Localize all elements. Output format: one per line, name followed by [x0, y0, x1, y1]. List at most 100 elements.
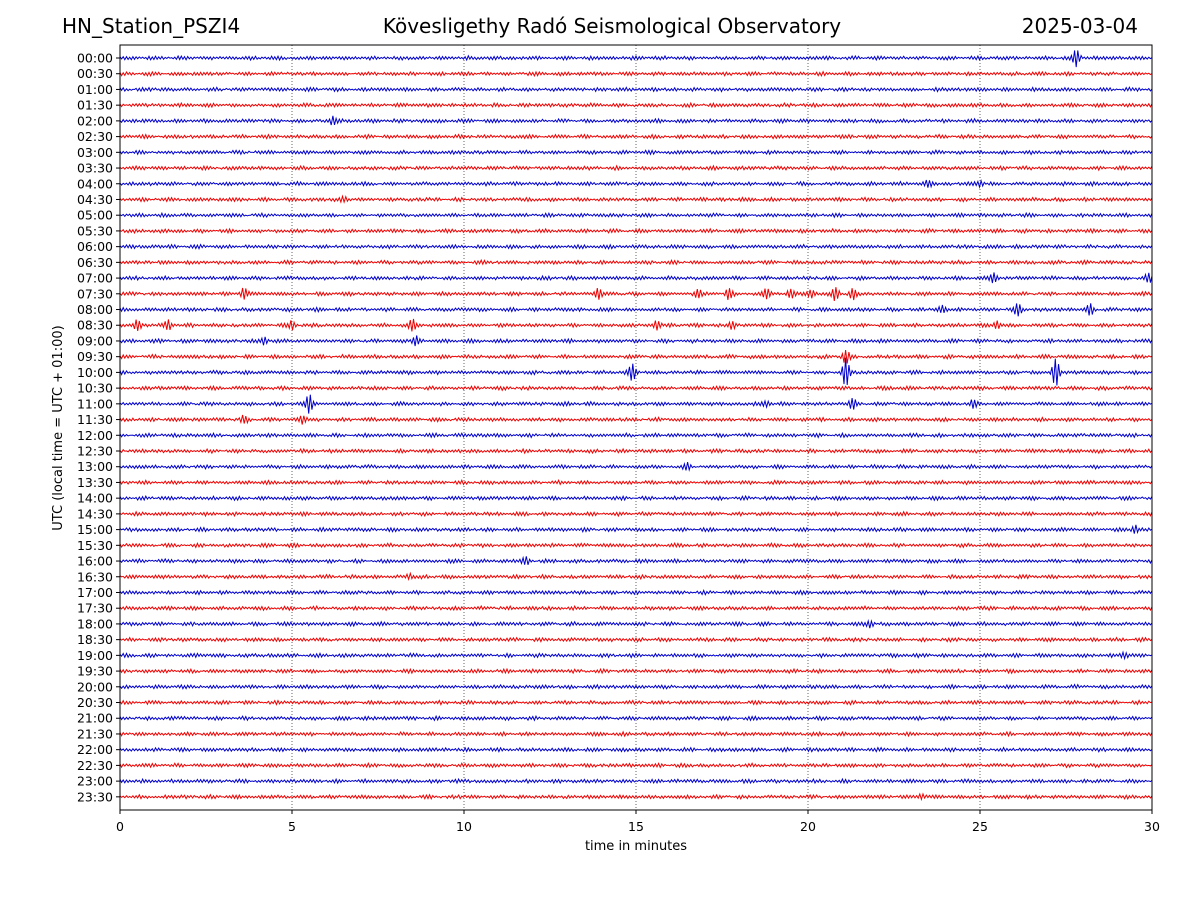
y-tick-label: 01:30 — [77, 98, 113, 113]
y-tick-label: 16:00 — [77, 554, 113, 569]
y-tick-label: 08:00 — [77, 302, 113, 317]
x-tick-label: 30 — [1144, 819, 1160, 834]
y-tick-label: 09:30 — [77, 349, 113, 364]
y-tick-label: 10:30 — [77, 381, 113, 396]
x-tick-label: 15 — [628, 819, 644, 834]
y-tick-label: 19:00 — [77, 648, 113, 663]
y-tick-label: 18:00 — [77, 616, 113, 631]
y-tick-label: 10:00 — [77, 365, 113, 380]
y-tick-label: 11:00 — [77, 396, 113, 411]
y-tick-label: 14:00 — [77, 491, 113, 506]
trace-1100 — [119, 394, 1153, 414]
trace-1230 — [119, 447, 1153, 455]
y-tick-label: 05:30 — [77, 223, 113, 238]
trace-1200 — [119, 431, 1153, 439]
trace-0430 — [119, 194, 1153, 204]
trace-1330 — [119, 479, 1153, 486]
trace-0500 — [119, 211, 1153, 219]
trace-1930 — [119, 667, 1153, 675]
y-tick-label: 00:00 — [77, 51, 113, 66]
trace-1430 — [119, 510, 1153, 518]
x-axis-label: time in minutes — [585, 839, 687, 854]
y-tick-label: 16:30 — [77, 569, 113, 584]
trace-2300 — [119, 777, 1153, 785]
trace-1900 — [119, 650, 1153, 661]
trace-0230 — [119, 133, 1153, 140]
y-tick-label: 03:30 — [77, 161, 113, 176]
trace-1730 — [119, 604, 1153, 612]
trace-2330 — [119, 792, 1153, 802]
trace-1130 — [119, 414, 1153, 425]
y-tick-label: 06:30 — [77, 255, 113, 270]
y-tick-label: 17:00 — [77, 585, 113, 600]
trace-0300 — [119, 149, 1153, 156]
y-tick-label: 02:30 — [77, 129, 113, 144]
trace-1600 — [119, 555, 1153, 565]
trace-0330 — [119, 164, 1153, 172]
x-axis: 0 5 10 15 20 25 30 — [116, 810, 1160, 834]
trace-0900 — [119, 335, 1153, 347]
y-tick-label: 04:00 — [77, 176, 113, 191]
trace-0630 — [119, 258, 1153, 266]
trace-0730 — [119, 287, 1153, 301]
y-tick-label: 09:00 — [77, 333, 113, 348]
trace-1300 — [119, 461, 1153, 472]
trace-0200 — [119, 115, 1153, 126]
trace-1800 — [119, 619, 1153, 629]
y-tick-label: 18:30 — [77, 632, 113, 647]
trace-2230 — [119, 762, 1153, 769]
trace-2100 — [119, 714, 1153, 722]
y-tick-label: 21:00 — [77, 711, 113, 726]
y-tick-label: 15:00 — [77, 522, 113, 537]
y-tick-label: 11:30 — [77, 412, 113, 427]
y-tick-label: 20:30 — [77, 695, 113, 710]
y-tick-label: 23:30 — [77, 789, 113, 804]
x-tick-label: 10 — [456, 819, 472, 834]
trace-2030 — [119, 699, 1153, 706]
x-tick-label: 25 — [972, 819, 988, 834]
grid-layer — [291, 45, 981, 810]
y-tick-label: 05:00 — [77, 208, 113, 223]
trace-0930 — [119, 350, 1153, 364]
station-title: HN_Station_PSZI4 — [62, 14, 241, 38]
y-tick-label: 02:00 — [77, 113, 113, 128]
y-tick-label: 13:30 — [77, 475, 113, 490]
y-tick-label: 04:30 — [77, 192, 113, 207]
trace-1830 — [119, 636, 1153, 643]
y-tick-label: 00:30 — [77, 66, 113, 81]
y-tick-label: 21:30 — [77, 726, 113, 741]
trace-0100 — [119, 86, 1153, 93]
trace-1630 — [119, 571, 1153, 582]
trace-0800 — [119, 303, 1153, 317]
y-tick-label: 06:00 — [77, 239, 113, 254]
y-tick-label: 22:30 — [77, 758, 113, 773]
y-tick-label: 08:30 — [77, 318, 113, 333]
chart-title: Kövesligethy Radó Seismological Observat… — [382, 14, 842, 38]
y-axis: 00:0000:3001:0001:3002:0002:3003:0003:30… — [77, 51, 120, 804]
trace-1530 — [119, 541, 1153, 549]
trace-0830 — [119, 318, 1153, 332]
trace-0400 — [119, 178, 1153, 190]
trace-0530 — [119, 227, 1153, 235]
trace-0030 — [119, 70, 1153, 78]
y-tick-label: 14:30 — [77, 506, 113, 521]
y-tick-label: 22:00 — [77, 742, 113, 757]
y-tick-label: 01:00 — [77, 82, 113, 97]
trace-2200 — [119, 746, 1153, 753]
y-tick-label: 20:00 — [77, 679, 113, 694]
y-tick-label: 12:30 — [77, 444, 113, 459]
trace-1000 — [119, 357, 1153, 386]
y-tick-label: 19:30 — [77, 664, 113, 679]
y-tick-label: 17:30 — [77, 601, 113, 616]
trace-0600 — [119, 243, 1153, 251]
trace-1400 — [119, 494, 1153, 502]
y-tick-label: 13:00 — [77, 459, 113, 474]
trace-1030 — [119, 384, 1153, 392]
trace-1500 — [119, 524, 1153, 535]
trace-0700 — [119, 272, 1153, 284]
y-tick-label: 12:00 — [77, 428, 113, 443]
trace-2000 — [119, 683, 1153, 691]
y-axis-label: UTC (local time = UTC + 01:00) — [51, 325, 66, 530]
trace-1700 — [119, 589, 1153, 596]
